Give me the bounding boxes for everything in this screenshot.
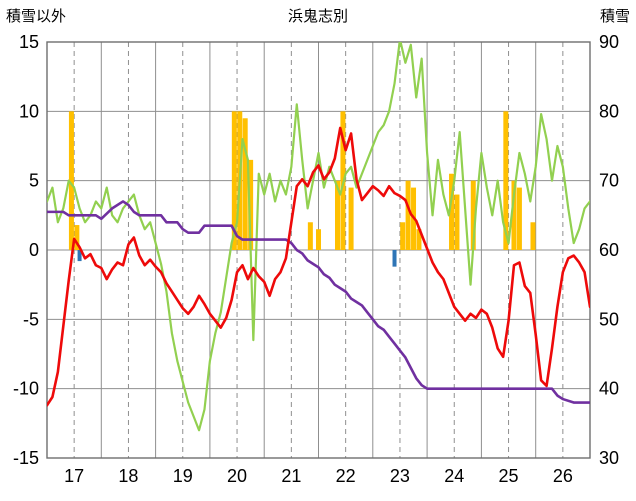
svg-text:15: 15 (19, 32, 39, 52)
svg-text:-15: -15 (13, 448, 39, 468)
svg-text:-5: -5 (23, 309, 39, 329)
svg-text:20: 20 (227, 466, 247, 486)
svg-text:17: 17 (64, 466, 84, 486)
svg-text:21: 21 (281, 466, 301, 486)
chart-title: 浜鬼志別 (287, 8, 348, 25)
svg-text:5: 5 (29, 171, 39, 191)
svg-text:40: 40 (599, 379, 619, 399)
right-axis-title: 積雪 (599, 8, 630, 25)
svg-text:22: 22 (336, 466, 356, 486)
svg-text:60: 60 (599, 240, 619, 260)
left-axis-title: 積雪以外 (6, 8, 67, 25)
svg-text:19: 19 (173, 466, 193, 486)
svg-text:80: 80 (599, 101, 619, 121)
svg-text:10: 10 (19, 101, 39, 121)
svg-text:90: 90 (599, 32, 619, 52)
svg-text:-10: -10 (13, 379, 39, 399)
svg-text:18: 18 (118, 466, 138, 486)
svg-text:70: 70 (599, 171, 619, 191)
svg-text:25: 25 (499, 466, 519, 486)
svg-text:24: 24 (444, 466, 464, 486)
svg-text:30: 30 (599, 448, 619, 468)
svg-text:50: 50 (599, 309, 619, 329)
svg-text:23: 23 (390, 466, 410, 486)
svg-text:0: 0 (29, 240, 39, 260)
svg-text:26: 26 (553, 466, 573, 486)
